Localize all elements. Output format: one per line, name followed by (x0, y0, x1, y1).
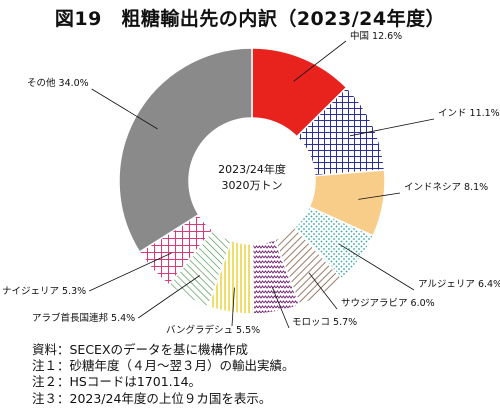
note-1: 注１：砂糖年度（４月～翌３月）の輸出実績。 (32, 358, 295, 374)
slice-label-name-saudi-arabia: サウジアラビア (341, 298, 411, 309)
slice-label-morocco: モロッコ 5.7% (292, 317, 357, 328)
leader-line-uae (137, 275, 200, 319)
slice-label-name-other: その他 (27, 77, 59, 89)
leader-line-saudi-arabia (308, 272, 338, 310)
slice-label-name-algeria: アルジェリア (418, 279, 478, 290)
leader-line-china (293, 40, 347, 82)
note-2: 注２：HSコードは1701.14。 (32, 374, 202, 390)
slice-label-name-uae: アラブ首長国連邦 (32, 312, 111, 324)
chart-title: 図19 粗糖輸出先の内訳（2023/24年度） (54, 8, 446, 30)
slice-label-name-morocco: モロッコ (292, 317, 333, 328)
slice-label-other: その他 34.0% (27, 77, 89, 89)
slice-label-value-saudi-arabia: 6.0% (411, 298, 435, 309)
slice-label-value-indonesia: 8.1% (464, 182, 488, 193)
slice-other (118, 47, 253, 254)
slice-label-value-china: 12.6% (372, 31, 402, 42)
slice-label-value-india: 11.1% (470, 108, 500, 119)
leader-line-bangladesh (231, 287, 235, 327)
slice-label-value-morocco: 5.7% (333, 317, 357, 328)
slice-label-saudi-arabia: サウジアラビア 6.0% (341, 298, 435, 309)
slice-label-bangladesh: バングラデシュ 5.5% (166, 324, 260, 336)
note-source: 資料：SECEXのデータを基に機構作成 (32, 342, 249, 357)
slice-label-india: インド 11.1% (438, 108, 500, 119)
leader-line-india (350, 118, 435, 137)
slice-label-value-other: 34.0% (59, 78, 89, 89)
leader-line-indonesia (358, 192, 401, 200)
slice-label-nigeria: ナイジェリア 5.3% (2, 286, 86, 297)
slice-label-name-india: インド (438, 108, 470, 119)
slice-label-name-indonesia: インドネシア (404, 182, 464, 193)
slice-label-china: 中国 12.6% (350, 30, 402, 42)
center-label-year: 2023/24年度 (218, 162, 286, 176)
center-label-total: 3020万トン (222, 179, 283, 192)
leader-line-morocco (271, 286, 290, 329)
slice-label-name-china: 中国 (350, 30, 372, 42)
slice-label-name-bangladesh: バングラデシュ (166, 324, 236, 336)
slice-label-value-uae: 5.4% (111, 313, 135, 324)
slice-label-algeria: アルジェリア 6.4% (418, 279, 500, 290)
slice-label-value-algeria: 6.4% (478, 279, 500, 290)
slice-label-value-bangladesh: 5.5% (236, 325, 260, 336)
slice-label-value-nigeria: 5.3% (62, 286, 86, 297)
leader-line-algeria (339, 243, 415, 291)
notes: 資料：SECEXのデータを基に機構作成 注１：砂糖年度（４月～翌３月）の輸出実績… (32, 342, 295, 407)
slice-label-indonesia: インドネシア 8.1% (404, 182, 488, 193)
note-3: 注３：2023/24年度の上位９カ国を表示。 (32, 390, 272, 406)
leader-line-other (91, 88, 158, 130)
slice-label-uae: アラブ首長国連邦 5.4% (32, 312, 135, 324)
slice-label-name-nigeria: ナイジェリア (2, 286, 62, 297)
leader-line-nigeria (89, 252, 172, 292)
